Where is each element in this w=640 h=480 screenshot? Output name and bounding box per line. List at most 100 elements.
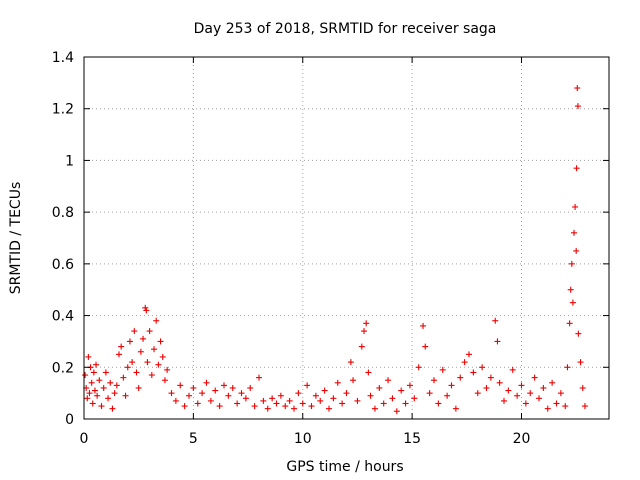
data-point <box>304 382 311 389</box>
data-point <box>295 390 302 397</box>
data-point <box>426 390 433 397</box>
data-point <box>96 377 103 384</box>
data-point <box>361 328 367 335</box>
data-point <box>159 353 166 360</box>
data-point <box>540 384 547 391</box>
data-point <box>376 384 383 391</box>
data-point <box>536 395 542 402</box>
data-point <box>131 328 138 335</box>
data-point <box>487 374 494 381</box>
data-point <box>380 400 387 407</box>
data-point <box>420 322 427 329</box>
data-point <box>470 369 477 376</box>
data-point <box>269 395 276 402</box>
data-point <box>312 392 319 399</box>
data-point <box>566 320 573 327</box>
data-point <box>567 286 574 293</box>
data-point <box>111 390 118 397</box>
y-tick-label: 1 <box>65 153 74 169</box>
x-tick-label: 10 <box>294 431 312 447</box>
data-point <box>574 85 581 92</box>
data-point <box>527 390 534 397</box>
data-point <box>153 317 160 324</box>
data-point <box>247 384 254 391</box>
data-point <box>457 374 464 381</box>
data-point <box>363 320 370 327</box>
data-point <box>385 377 392 384</box>
data-point <box>164 366 171 373</box>
data-point <box>461 359 468 366</box>
data-point <box>177 382 184 389</box>
data-point <box>190 384 197 391</box>
data-point <box>107 379 114 386</box>
data-point <box>330 395 337 402</box>
data-point <box>448 382 455 389</box>
data-point <box>411 395 418 402</box>
data-point <box>406 382 413 389</box>
data-point <box>148 372 155 379</box>
data-point <box>402 400 409 407</box>
data-point <box>88 379 95 386</box>
data-point <box>251 403 258 410</box>
data-point <box>339 400 346 407</box>
data-point <box>124 364 131 371</box>
data-point <box>505 387 512 394</box>
grid-lines <box>84 57 609 419</box>
data-point <box>326 405 332 412</box>
data-point <box>256 374 262 381</box>
data-point <box>431 377 437 384</box>
data-point <box>354 397 361 404</box>
data-point <box>90 369 97 376</box>
data-point <box>282 403 289 410</box>
data-point <box>553 400 560 407</box>
data-point <box>439 366 446 373</box>
data-point <box>260 397 267 404</box>
data-point <box>238 390 245 397</box>
y-tick-label: 0.6 <box>52 257 74 273</box>
data-point <box>98 403 105 410</box>
data-point <box>133 369 140 376</box>
data-point <box>321 387 328 394</box>
data-point <box>116 351 122 358</box>
data-point <box>142 304 149 311</box>
data-point <box>562 403 569 410</box>
data-point <box>496 379 503 386</box>
data-point <box>435 400 442 407</box>
data-point <box>225 392 232 399</box>
data-point <box>501 397 507 404</box>
data-point <box>207 397 214 404</box>
data-point <box>221 382 227 389</box>
data-point <box>109 405 116 412</box>
data-point <box>466 351 472 358</box>
data-point <box>514 392 521 399</box>
y-tick-label: 0.2 <box>52 360 74 376</box>
x-tick-label: 20 <box>513 431 531 447</box>
data-point <box>93 361 100 368</box>
data-point <box>422 343 429 350</box>
data-point <box>474 390 481 397</box>
data-point <box>568 260 575 267</box>
data-point <box>122 392 129 399</box>
data-point <box>86 390 93 397</box>
chart-title: Day 253 of 2018, SRMTID for receiver sag… <box>194 21 497 37</box>
data-point <box>574 103 581 110</box>
data-point <box>358 343 365 350</box>
data-point <box>575 330 582 337</box>
data-point <box>84 395 91 402</box>
data-point <box>371 405 378 412</box>
data-point <box>579 384 586 391</box>
data-point <box>91 387 98 394</box>
data-point <box>444 392 451 399</box>
data-point <box>194 400 201 407</box>
data-point <box>308 403 315 410</box>
data-point <box>367 392 374 399</box>
data-point <box>264 405 271 412</box>
y-axis-label: SRMTID / TECUs <box>8 182 24 295</box>
data-point <box>113 382 120 389</box>
data-point <box>347 359 354 366</box>
data-point <box>549 379 556 386</box>
y-tick-label: 0.8 <box>52 205 74 221</box>
data-point <box>317 397 324 404</box>
data-point <box>573 247 580 254</box>
